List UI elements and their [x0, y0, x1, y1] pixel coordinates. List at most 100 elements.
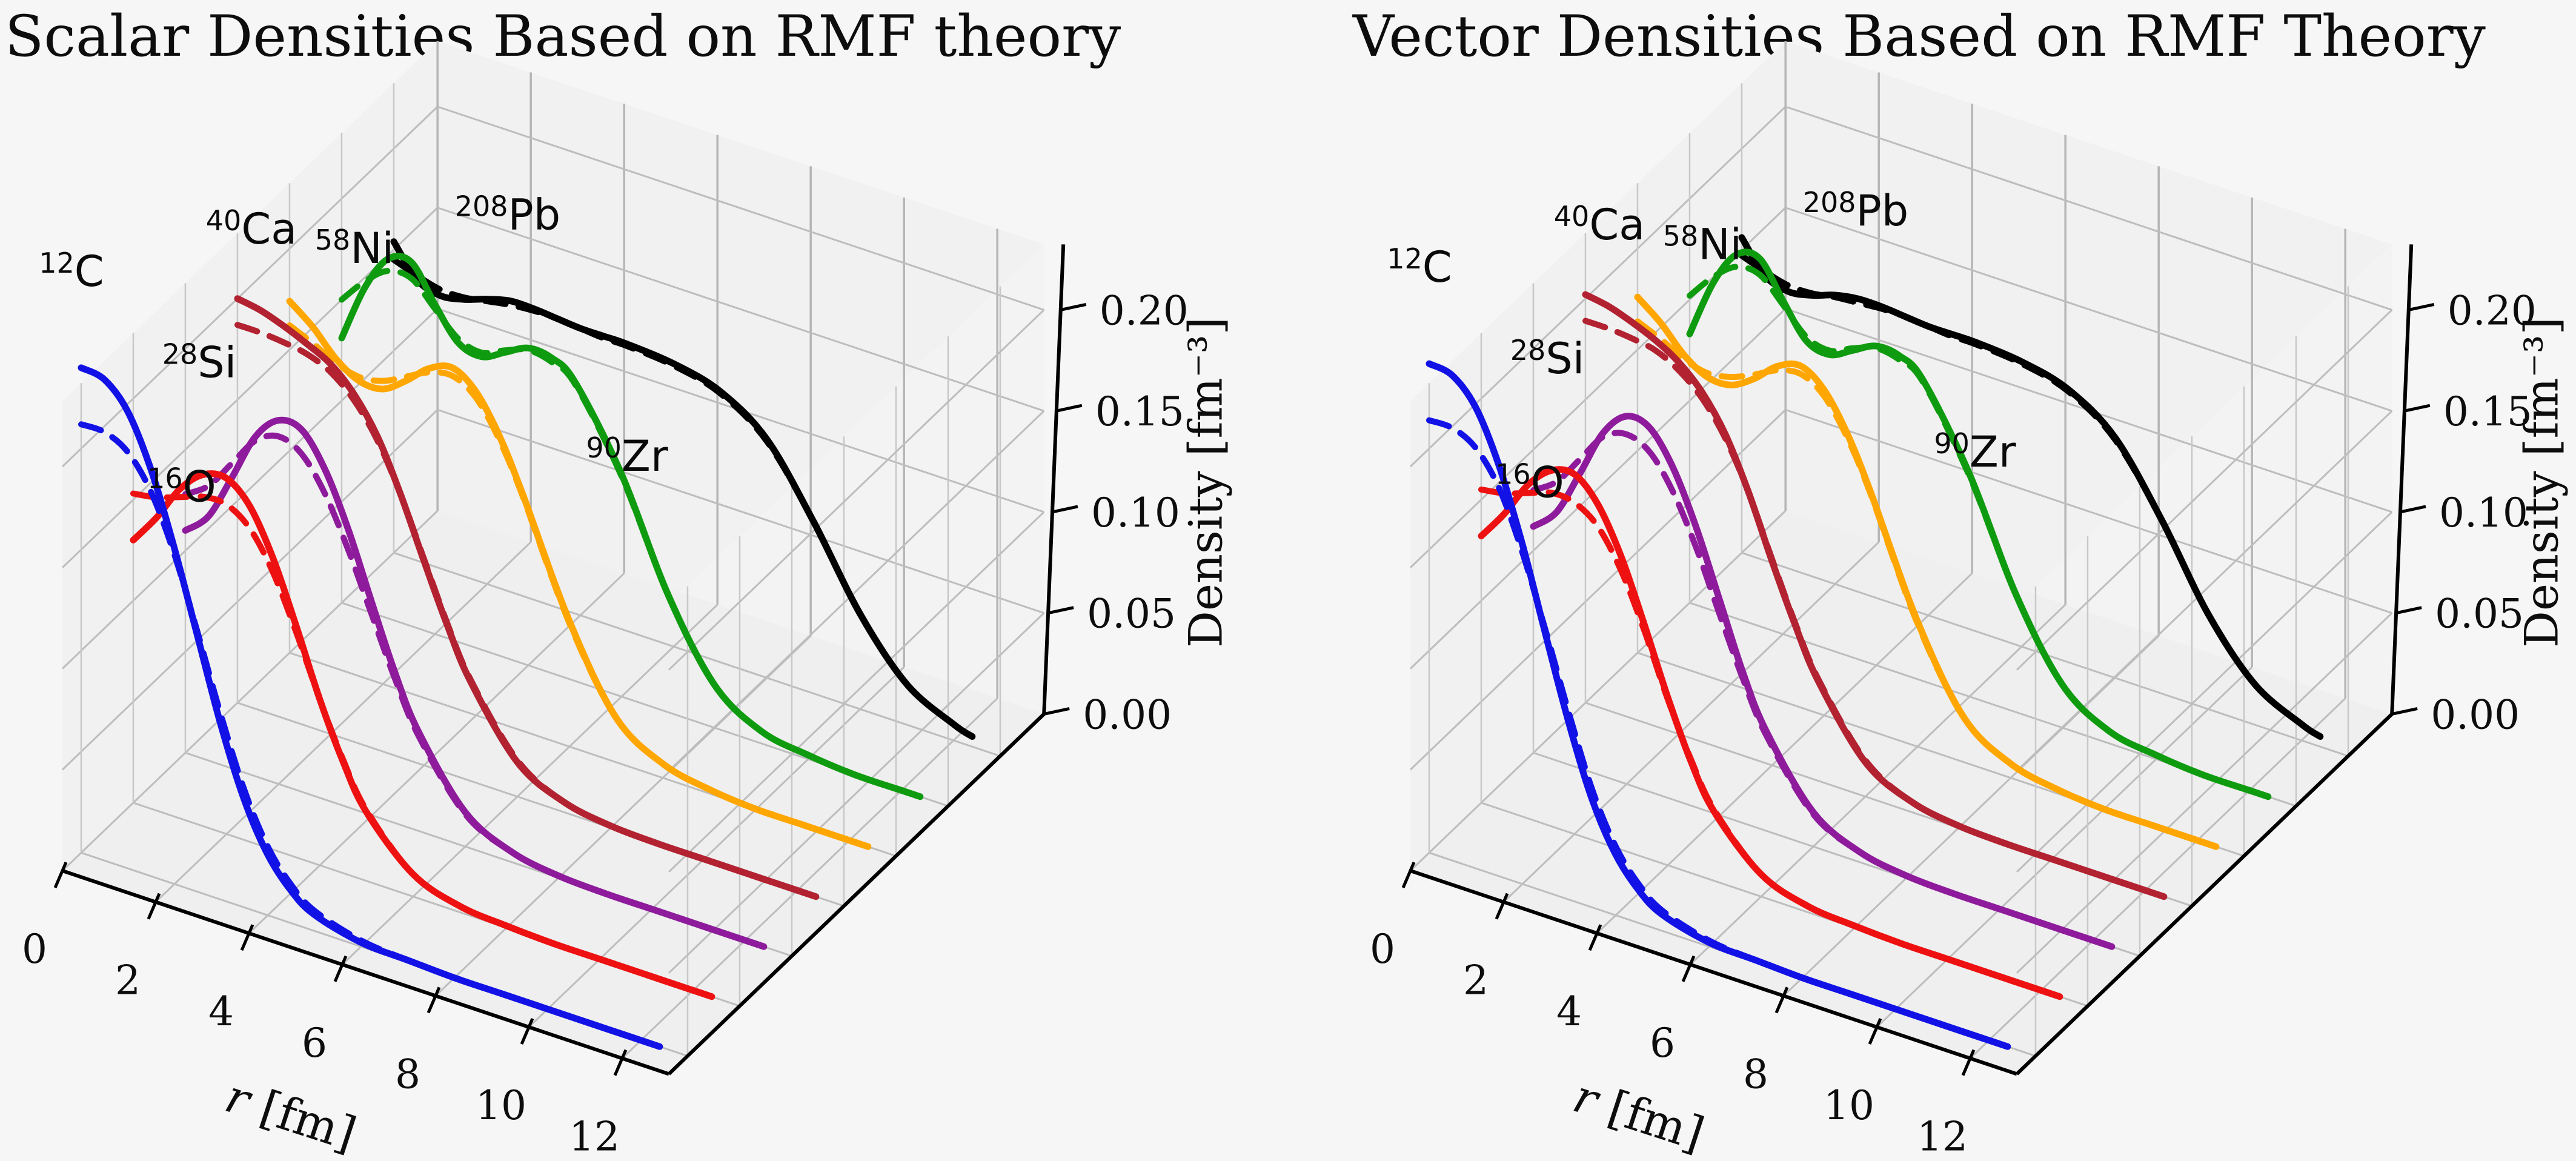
floor-grid-x [621, 697, 998, 1059]
curve-12C-dashed [78, 421, 663, 1050]
x-tick [1961, 1049, 1976, 1076]
floor-grid-x [154, 541, 532, 903]
z-tick-label: 0.05 [1087, 591, 1176, 637]
nucleus-label-Ni: 58Ni [315, 224, 394, 273]
backwall-grid-z [437, 408, 1044, 614]
panel-title-scalar: Scalar Densities Based on RMF theory [5, 4, 1121, 70]
floor-grid-x [1596, 573, 1973, 934]
x-tick-label: 2 [1463, 957, 1489, 1004]
curve-40Ca-dashed [234, 322, 819, 900]
z-tick [1056, 404, 1083, 413]
nucleus-label-C: 12C [39, 247, 104, 296]
floor-grid-x [1689, 604, 2066, 965]
nucleus-label-Zr: 90Zr [1934, 427, 2016, 477]
z-tick-label: 0.10 [2439, 490, 2528, 536]
nucleus-label-Zr: 90Zr [586, 431, 668, 481]
x-tick [1774, 986, 1789, 1014]
floor-grid-x [61, 510, 439, 872]
z-axis [2390, 244, 2414, 714]
z-tick-label: 0.00 [2431, 691, 2520, 738]
left-pane [1410, 41, 1786, 871]
leftwall-grid-z [61, 409, 439, 771]
curve-16O-dashed [130, 490, 715, 1000]
nucleus-label-O: 16O [1495, 458, 1564, 508]
x-tick-label: 10 [1824, 1082, 1874, 1129]
nucleus-label-Pb: 208Pb [455, 190, 560, 240]
x-tick [147, 893, 161, 920]
rightwall-grid-z [2016, 309, 2393, 671]
x-tick-label: 2 [115, 957, 141, 1004]
x-tick-label: 6 [302, 1020, 327, 1066]
floor-grid-x [248, 573, 625, 934]
leftwall-grid-z [61, 308, 439, 670]
x-tick [520, 1018, 534, 1045]
x-tick [613, 1049, 628, 1076]
backwall-grid-z [1785, 408, 2392, 614]
z-tick-label: 0.20 [2448, 287, 2537, 334]
rightwall-grid-z [2016, 612, 2393, 974]
nucleus-label-Ni: 58Ni [1663, 219, 1742, 269]
x-tick [1495, 893, 1509, 920]
z-tick-label: 0.05 [2435, 591, 2524, 637]
x-tick-label: 0 [1370, 926, 1395, 973]
curve-58Ni-dashed [1635, 318, 2219, 850]
z-tick [1052, 505, 1078, 514]
x-tick-label: 8 [1743, 1051, 1768, 1097]
floor-grid-x [341, 604, 719, 965]
z-axis [1042, 244, 1066, 714]
floor-grid-x [1409, 510, 1787, 872]
leftwall-grid-z [1409, 308, 1787, 670]
panel-vector: 0 2 4 6 8 10 12 0.00 0.05 0.10 0.15 0.20 12C 16O 28Si 4… [1370, 41, 2537, 1160]
floor-grid-x [1969, 697, 2346, 1059]
x-tick-label: 0 [22, 926, 47, 973]
depth-axis [2015, 713, 2394, 1076]
x-tick-label: 8 [395, 1051, 420, 1097]
curve-208Pb-dashed [1739, 253, 2323, 740]
rightwall-grid-z [2016, 511, 2393, 873]
x-tick [333, 955, 348, 982]
nucleus-label-Si: 28Si [162, 338, 236, 387]
z-tick-label: 0.15 [2443, 388, 2532, 435]
x-tick-label: 12 [569, 1114, 620, 1160]
floor-grid-x [528, 666, 905, 1028]
nucleus-label-Ca: 40Ca [1554, 200, 1645, 250]
curve-40Ca-dashed [1582, 318, 2167, 900]
z-tick [2391, 707, 2418, 716]
nucleus-label-Pb: 208Pb [1803, 186, 1908, 236]
backwall-grid-z [437, 105, 1044, 311]
x-tick-label: 4 [208, 988, 234, 1035]
z-tick-label: 0.10 [1091, 490, 1180, 536]
z-tick-label: 0.15 [1095, 388, 1184, 435]
floor-grid-x [1502, 541, 1880, 903]
x-tick [240, 924, 254, 951]
x-tick-label: 10 [476, 1082, 526, 1129]
rightwall-grid-z [2016, 410, 2393, 772]
z-tick [1060, 302, 1087, 311]
backwall-grid-z [437, 207, 1044, 412]
z-tick [1043, 707, 1070, 716]
curve-28Si-dashed [1530, 430, 2115, 950]
rightwall-grid-z [668, 410, 1045, 772]
z-tick-label: 0.00 [1083, 691, 1172, 738]
left-pane [62, 41, 438, 871]
z-tick [2395, 606, 2422, 615]
depth-axis [667, 713, 1046, 1076]
x-tick-label: 6 [1650, 1020, 1675, 1066]
x-axis [1410, 869, 2017, 1076]
z-tick [2404, 404, 2431, 413]
panel-scalar: 0 2 4 6 8 10 12 0.00 0.05 0.10 0.15 0.20 12C 16O 28Si 4… [22, 41, 1189, 1160]
x-tick [1588, 924, 1602, 951]
x-tick [427, 986, 441, 1014]
x-axis [62, 869, 669, 1076]
z-tick [1047, 606, 1074, 615]
nucleus-label-Si: 28Si [1510, 334, 1584, 384]
x-tick-label: 12 [1917, 1114, 1968, 1160]
backwall-grid-z [1785, 105, 2392, 311]
nucleus-label-Ca: 40Ca [206, 204, 297, 254]
curve-12C-dashed [1426, 417, 2011, 1050]
nucleus-label-O: 16O [147, 462, 216, 511]
rightwall-grid-z [668, 511, 1045, 873]
curve-90Zr-dashed [339, 267, 923, 800]
curve-58Ni-dashed [287, 322, 871, 850]
